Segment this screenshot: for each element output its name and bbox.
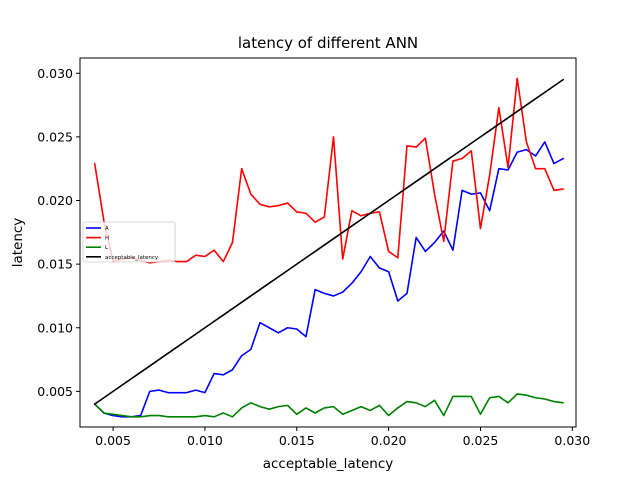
x-tick-label: 0.025 bbox=[463, 433, 499, 448]
x-tick-label: 0.030 bbox=[554, 433, 590, 448]
series-line-acceptable-latency bbox=[93, 78, 564, 405]
y-tick-label: 0.015 bbox=[37, 257, 73, 272]
y-tick-label: 0.020 bbox=[37, 193, 73, 208]
x-tick-label: 0.015 bbox=[279, 433, 315, 448]
y-tick-label: 0.010 bbox=[37, 320, 73, 335]
x-tick-label: 0.020 bbox=[371, 433, 407, 448]
x-tick-label: 0.010 bbox=[187, 433, 223, 448]
y-tick-label: 0.005 bbox=[37, 384, 73, 399]
legend-label: H bbox=[105, 236, 109, 242]
legend-label: L bbox=[105, 245, 109, 251]
chart-title: latency of different ANN bbox=[238, 34, 418, 52]
legend-label: acceptable_latency bbox=[105, 255, 159, 261]
y-axis-ticks: 0.005 0.010 0.015 0.020 0.025 0.030 bbox=[37, 66, 80, 399]
legend-box bbox=[82, 221, 176, 263]
y-tick-label: 0.025 bbox=[37, 129, 73, 144]
y-tick-label: 0.030 bbox=[37, 66, 73, 81]
x-axis-ticks: 0.005 0.010 0.015 0.020 0.025 0.030 bbox=[95, 427, 590, 448]
legend-label: A bbox=[105, 226, 109, 232]
plot-frame bbox=[79, 57, 577, 428]
x-tick-label: 0.005 bbox=[95, 433, 131, 448]
plot-area: 0.005 0.010 0.015 0.020 0.025 0.030 0.005 0.01… bbox=[37, 57, 590, 448]
series-line-l bbox=[93, 393, 564, 418]
y-axis-label: latency bbox=[10, 218, 26, 268]
x-axis-label: acceptable_latency bbox=[263, 456, 394, 472]
